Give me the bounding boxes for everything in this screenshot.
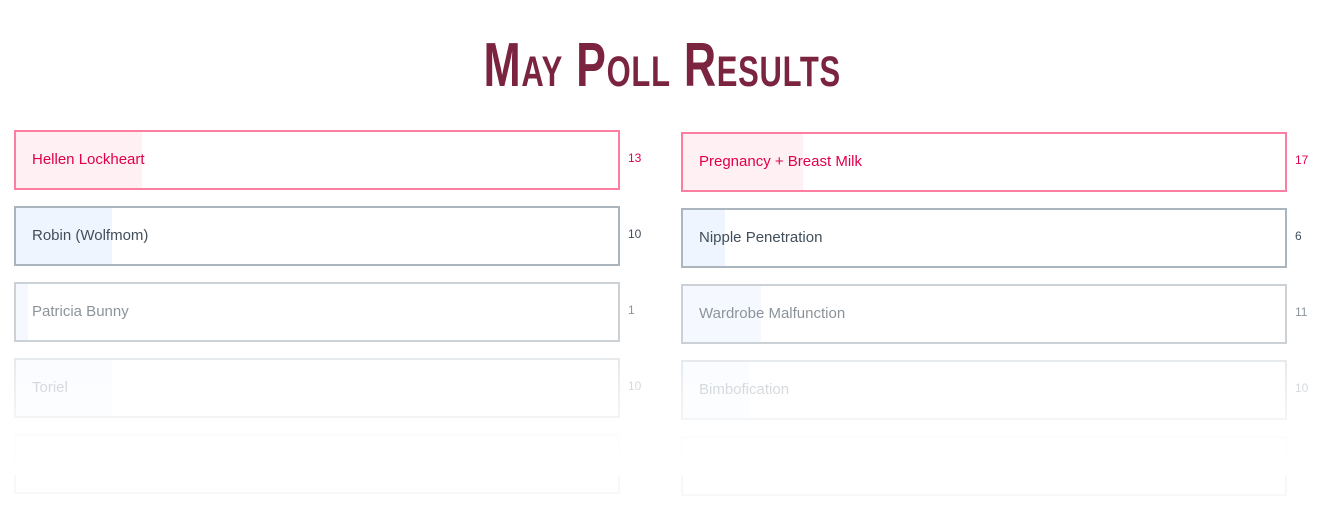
- page-title-text: May Poll Results: [483, 31, 841, 100]
- poll-option-button[interactable]: Hellen Lockheart: [14, 130, 620, 190]
- poll-option-label: Patricia Bunny: [32, 303, 129, 320]
- vote-share-bar: [683, 210, 726, 266]
- poll-option[interactable]: Toriel 10: [14, 358, 674, 418]
- poll-option-button[interactable]: Nipple Penetration: [681, 208, 1287, 268]
- poll-option[interactable]: Hellen Lockheart 13: [14, 130, 674, 190]
- poll-option-label: Toriel: [32, 379, 68, 396]
- poll-option-button[interactable]: Patricia Bunny: [14, 282, 620, 342]
- vote-share-bar: [16, 208, 113, 264]
- poll-option-button[interactable]: Robin (Wolfmom): [14, 206, 620, 266]
- poll-option[interactable]: Wardrobe Malfunction 11: [681, 284, 1324, 344]
- vote-count: 11: [1295, 305, 1308, 319]
- poll-option[interactable]: [14, 434, 674, 494]
- poll-option[interactable]: Patricia Bunny 1: [14, 282, 674, 342]
- vote-count: 1: [628, 303, 635, 317]
- poll-option-button[interactable]: [681, 436, 1287, 496]
- right-poll: Pregnancy + Breast Milk 17 Nipple Penetrat…: [681, 132, 1324, 512]
- vote-share-bar: [683, 134, 804, 190]
- poll-option-button[interactable]: Bimbofication: [681, 360, 1287, 420]
- poll-option[interactable]: Robin (Wolfmom) 10: [14, 206, 674, 266]
- vote-count: 10: [628, 227, 642, 241]
- poll-option[interactable]: Pregnancy + Breast Milk 17: [681, 132, 1324, 192]
- poll-option-label: Nipple Penetration: [699, 229, 823, 246]
- poll-option-label: Bimbofication: [699, 381, 790, 398]
- left-poll: Hellen Lockheart 13 Robin (Wolfmom) 10 Patri…: [14, 130, 674, 510]
- poll-option-label: Hellen Lockheart: [32, 151, 145, 168]
- poll-option[interactable]: [681, 436, 1324, 496]
- vote-share-bar: [16, 284, 29, 340]
- vote-count: 10: [628, 379, 642, 393]
- vote-share-bar: [16, 132, 143, 188]
- vote-count: 10: [1295, 381, 1309, 395]
- poll-option-label: Pregnancy + Breast Milk: [699, 153, 862, 170]
- vote-count: 6: [1295, 229, 1302, 243]
- vote-count: 17: [1295, 153, 1309, 167]
- vote-count: 13: [628, 151, 642, 165]
- poll-option-button[interactable]: Pregnancy + Breast Milk: [681, 132, 1287, 192]
- poll-option-button[interactable]: Toriel: [14, 358, 620, 418]
- poll-option[interactable]: Nipple Penetration 6: [681, 208, 1324, 268]
- poll-option-button[interactable]: [14, 434, 620, 494]
- poll-option-button[interactable]: Wardrobe Malfunction: [681, 284, 1287, 344]
- page-title: May Poll Results: [0, 30, 1324, 101]
- poll-option-label: Wardrobe Malfunction: [699, 305, 846, 322]
- poll-option[interactable]: Bimbofication 10: [681, 360, 1324, 420]
- poll-option-label: Robin (Wolfmom): [32, 227, 149, 244]
- vote-share-bar: [683, 286, 762, 342]
